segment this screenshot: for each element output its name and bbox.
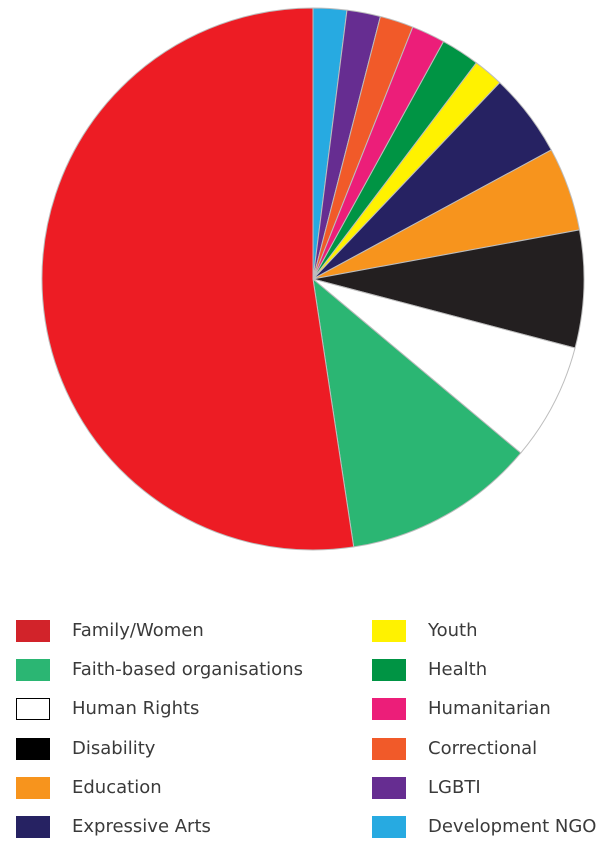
legend-label: LGBTI	[428, 776, 481, 798]
legend-label: Family/Women	[72, 620, 204, 641]
legend-item-education: Education	[16, 776, 162, 800]
legend-item-disability: Disability	[16, 737, 155, 761]
legend-label: Faith-based organisations	[72, 659, 303, 681]
legend-swatch	[16, 698, 50, 721]
legend-item-health: Health	[372, 658, 487, 682]
legend-label: Education	[72, 776, 162, 798]
pie-slice-faith-based-organisations	[312, 278, 522, 548]
legend-label: Humanitarian	[428, 698, 551, 720]
legend-swatch	[372, 816, 406, 838]
pie-slice-family-women	[41, 7, 355, 551]
legend-item-lgbti: LGBTI	[372, 776, 481, 800]
legend-swatch	[372, 776, 406, 799]
legend-item-youth: Youth	[372, 619, 478, 643]
pie-slice-disability	[312, 229, 585, 349]
legend-swatch	[16, 816, 50, 838]
legend-item-development-ngo: Development NGO	[372, 815, 596, 839]
legend-label: Expressive Arts	[72, 816, 211, 837]
legend-item-faith-based-organisations: Faith-based organisations	[16, 658, 303, 682]
legend-item-expressive-arts: Expressive Arts	[16, 815, 211, 839]
legend-item-humanitarian: Humanitarian	[372, 697, 551, 721]
legend-label: Human Rights	[72, 698, 200, 720]
legend-swatch	[16, 737, 50, 760]
legend-swatch	[16, 620, 50, 642]
legend-swatch	[372, 620, 406, 642]
legend-swatch	[372, 659, 406, 682]
legend-swatch	[16, 659, 50, 682]
legend-swatch	[372, 698, 406, 721]
legend-label: Correctional	[428, 737, 538, 759]
legend-label: Development NGO	[428, 816, 597, 837]
pie-slice-human-rights	[312, 278, 576, 454]
legend-label: Youth	[428, 620, 478, 641]
legend-label: Disability	[72, 737, 156, 759]
legend-item-family-women: Family/Women	[16, 619, 204, 643]
legend-label: Health	[428, 659, 488, 681]
legend-item-correctional: Correctional	[372, 737, 537, 761]
legend-item-human-rights: Human Rights	[16, 697, 199, 721]
legend-swatch	[372, 737, 406, 760]
legend-swatch	[16, 776, 50, 799]
pie-slices	[41, 7, 585, 551]
